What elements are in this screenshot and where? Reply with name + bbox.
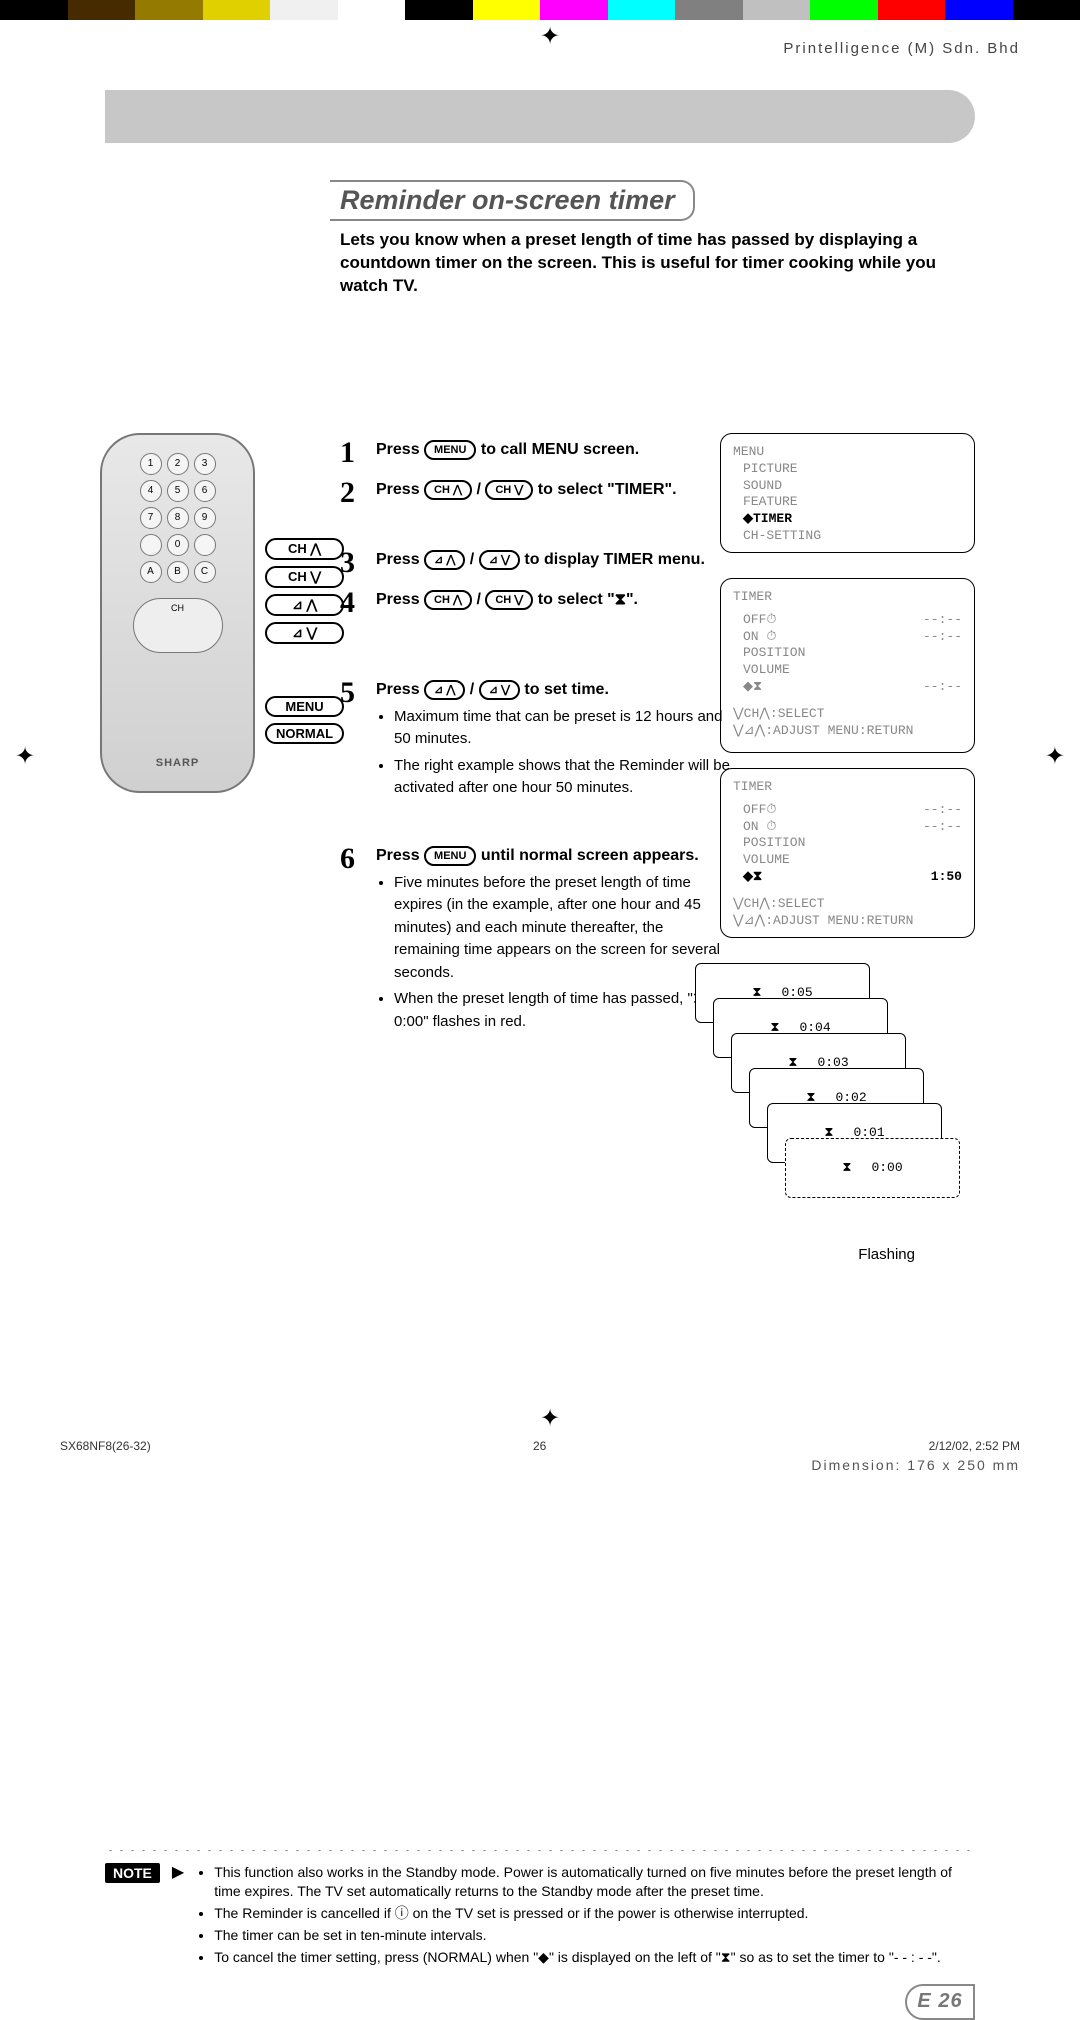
page-number: E 26 (905, 1984, 975, 2020)
footer-dimension: Dimension: 176 x 250 mm (811, 1457, 1020, 1473)
remote-brand: SHARP (156, 757, 200, 769)
company-label: Printelligence (M) Sdn. Bhd (783, 40, 1020, 57)
step-1: 1 Press MENU to call MENU screen. (340, 438, 730, 468)
osd-timer-screen-2: TIMER OFF⏱--:-- ON ⏱--:-- POSITION VOLUM… (720, 768, 975, 938)
flashing-label: Flashing (858, 1246, 915, 1263)
color-registration-bar (0, 0, 1080, 20)
header-gray-bar (105, 90, 975, 143)
vol-down-icon: ⊿ ⋁ (479, 550, 520, 570)
osd-timer-screen-1: TIMER OFF⏱--:-- ON ⏱--:-- POSITION VOLUM… (720, 578, 975, 753)
crosshair-icon: ✦ (540, 22, 560, 51)
ch-up-icon: CH ⋀ (424, 480, 472, 500)
ch-down-icon: CH ⋁ (485, 480, 533, 500)
divider-dotted (105, 1847, 975, 1851)
note-block: NOTE ▶ This function also works in the S… (105, 1863, 975, 1969)
remote-illustration: 123 456 789 0 ABC SHARP (100, 433, 255, 793)
menu-button-icon: MENU (424, 846, 476, 866)
arrow-icon: ▶ (172, 1863, 184, 1969)
step-5: 5 Press ⊿ ⋀ / ⊿ ⋁ to set time. Maximum t… (340, 678, 730, 804)
remote-key-callouts: CH ⋀ CH ⋁ ⊿ ⋀ ⊿ ⋁ MENU NORMAL (265, 538, 344, 744)
vol-up-icon: ⊿ ⋀ (424, 550, 465, 570)
step-3: 3 Press ⊿ ⋀ / ⊿ ⋁ to display TIMER menu. (340, 548, 730, 578)
osd-menu-screen: MENU PICTURE SOUND FEATURE ◆TIMER CH-SET… (720, 433, 975, 553)
crosshair-icon: ✦ (15, 742, 35, 771)
step-6: 6 Press MENU until normal screen appears… (340, 844, 730, 1038)
menu-button-icon: MENU (424, 440, 476, 460)
crosshair-icon: ✦ (1045, 742, 1065, 771)
vol-up-icon: ⊿ ⋀ (424, 680, 465, 700)
section-title: Reminder on-screen timer (330, 180, 695, 221)
step-4: 4 Press CH ⋀ / CH ⋁ to select "⧗". (340, 588, 730, 618)
step-2: 2 Press CH ⋀ / CH ⋁ to select "TIMER". (340, 478, 730, 508)
ch-down-icon: CH ⋁ (485, 590, 533, 610)
countdown-cascade: ⧗0:05 ⧗0:04 ⧗0:03 ⧗0:02 ⧗0:01 ⧗0:00 Flas… (695, 963, 975, 1243)
note-badge: NOTE (105, 1863, 160, 1883)
intro-text: Lets you know when a preset length of ti… (340, 229, 950, 298)
ch-up-icon: CH ⋀ (424, 590, 472, 610)
vol-down-icon: ⊿ ⋁ (479, 680, 520, 700)
footer-meta: SX68NF8(26-32) 26 2/12/02, 2:52 PM (60, 1439, 1020, 1453)
